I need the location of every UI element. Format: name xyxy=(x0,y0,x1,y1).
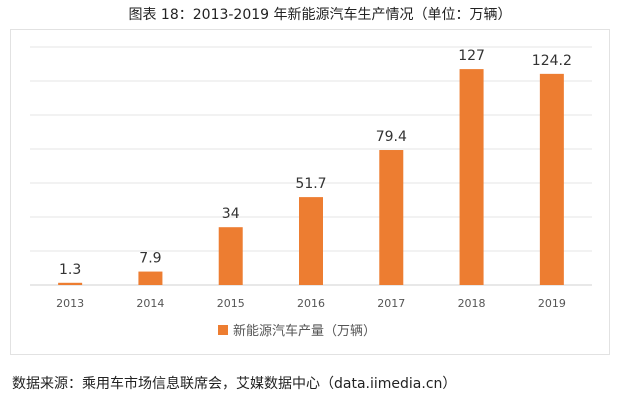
bar-2013 xyxy=(58,282,83,285)
data-label: 124.2 xyxy=(532,53,572,69)
data-label: 7.9 xyxy=(139,251,161,267)
x-tick-label: 2017 xyxy=(377,297,405,310)
legend-swatch xyxy=(218,325,228,335)
x-tick-label: 2018 xyxy=(458,297,486,310)
x-tick-label: 2016 xyxy=(297,297,325,310)
bar-2015 xyxy=(218,227,243,285)
data-label: 51.7 xyxy=(295,176,326,192)
chart-title: 图表 18：2013-2019 年新能源汽车生产情况（单位：万辆） xyxy=(128,7,512,23)
source-note: 数据来源：乘用车市场信息联席会，艾媒数据中心（data.iimedia.cn） xyxy=(12,376,457,392)
data-label: 1.3 xyxy=(59,262,81,278)
data-label: 79.4 xyxy=(376,129,407,145)
x-tick-label: 2013 xyxy=(56,297,84,310)
data-label: 34 xyxy=(222,206,240,222)
chart-frame xyxy=(10,29,610,355)
bar-2014 xyxy=(138,271,163,285)
x-tick-label: 2014 xyxy=(136,297,164,310)
data-label: 127 xyxy=(458,48,485,64)
bar-2019 xyxy=(539,73,564,285)
x-tick-label: 2015 xyxy=(217,297,245,310)
bar-2016 xyxy=(299,197,323,285)
bar-2017 xyxy=(379,150,404,285)
bar-2018 xyxy=(459,69,484,285)
x-tick-label: 2019 xyxy=(538,297,566,310)
legend-label: 新能源汽车产量（万辆） xyxy=(233,323,376,339)
